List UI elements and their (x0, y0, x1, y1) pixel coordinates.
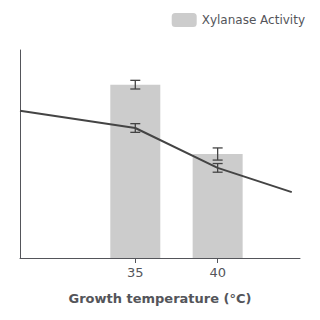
svg-text:Xylanase Activity: Xylanase Activity (202, 13, 305, 27)
svg-text:40: 40 (209, 265, 226, 280)
svg-text:Growth temperature (°C): Growth temperature (°C) (68, 291, 251, 306)
svg-text:35: 35 (127, 265, 144, 280)
